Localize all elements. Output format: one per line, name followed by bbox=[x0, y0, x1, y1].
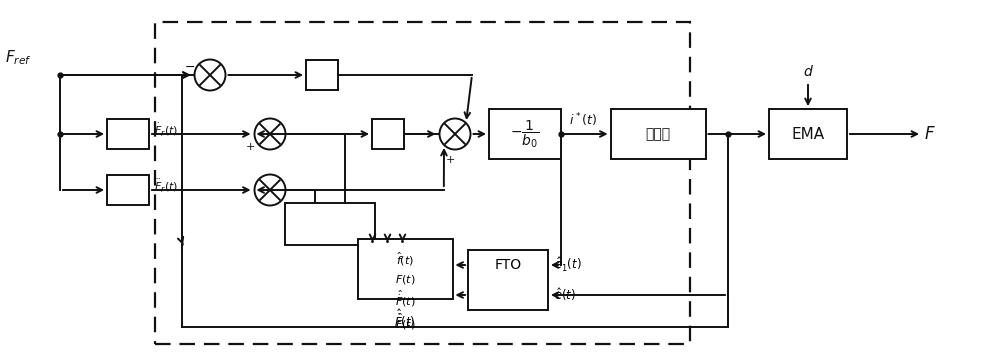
Bar bbox=[306, 60, 338, 90]
Bar bbox=[372, 119, 404, 149]
Text: $+$: $+$ bbox=[245, 142, 255, 152]
Text: $F_{ref}$: $F_{ref}$ bbox=[5, 48, 32, 67]
Text: $+$: $+$ bbox=[445, 153, 455, 164]
Text: FTO: FTO bbox=[494, 258, 522, 272]
Text: $i^*(t)$: $i^*(t)$ bbox=[569, 111, 597, 129]
Circle shape bbox=[254, 118, 286, 150]
Text: $\hat{\dot{F}}(t)$: $\hat{\dot{F}}(t)$ bbox=[395, 311, 415, 332]
Text: $\hat{\dot{F}}(t)$: $\hat{\dot{F}}(t)$ bbox=[395, 289, 415, 310]
Bar bbox=[107, 119, 149, 149]
Text: 电流环: 电流环 bbox=[645, 127, 671, 141]
Circle shape bbox=[440, 118, 471, 150]
Text: EMA: EMA bbox=[791, 126, 825, 142]
Text: $-\dfrac{1}{b_0}$: $-\dfrac{1}{b_0}$ bbox=[510, 118, 540, 150]
Text: $\hat{e}(t)$: $\hat{e}(t)$ bbox=[554, 286, 576, 303]
Bar bbox=[769, 109, 847, 159]
Text: $\ddot{F}_r(t)$: $\ddot{F}_r(t)$ bbox=[154, 177, 178, 194]
Circle shape bbox=[254, 174, 286, 206]
Text: $\dot{F}_r(t)$: $\dot{F}_r(t)$ bbox=[154, 122, 178, 138]
Bar bbox=[610, 109, 706, 159]
Bar bbox=[468, 250, 548, 310]
Bar bbox=[155, 22, 690, 344]
Bar bbox=[489, 109, 561, 159]
Text: $-$: $-$ bbox=[184, 59, 196, 72]
Text: $F(t)$: $F(t)$ bbox=[395, 273, 415, 286]
Bar bbox=[107, 175, 149, 205]
Text: $F$: $F$ bbox=[924, 125, 936, 143]
Text: $d$: $d$ bbox=[803, 64, 813, 79]
Text: $\hat{f}(t)$: $\hat{f}(t)$ bbox=[396, 250, 414, 268]
Bar bbox=[285, 203, 375, 245]
Circle shape bbox=[194, 59, 226, 90]
Bar bbox=[358, 239, 452, 299]
Text: $\hat{e}_1(t)$: $\hat{e}_1(t)$ bbox=[554, 256, 582, 274]
Text: $\hat{\dot{F}}(t)$: $\hat{\dot{F}}(t)$ bbox=[394, 308, 416, 331]
